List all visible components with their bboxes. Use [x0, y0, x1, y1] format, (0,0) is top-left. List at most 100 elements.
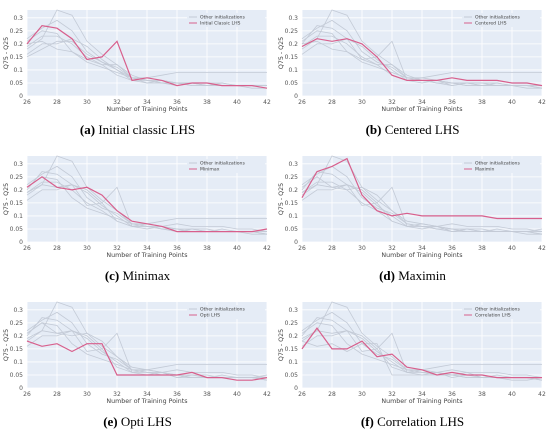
- panel-title: Maximin: [398, 268, 446, 283]
- y-tick-label: 0: [19, 385, 23, 392]
- y-tick-label: 0.05: [285, 226, 299, 233]
- y-tick-label: 0.2: [13, 41, 23, 48]
- x-tick-label: 38: [203, 245, 211, 252]
- panel-caption: (b) Centered LHS: [275, 122, 550, 138]
- y-axis-label: Q75 - Q25: [278, 37, 285, 69]
- y-tick-label: 0.25: [285, 28, 299, 35]
- series-line-other: [26, 184, 267, 232]
- series-line-other: [301, 25, 543, 89]
- series-line-highlight: [26, 340, 268, 381]
- x-tick-label: 28: [328, 245, 336, 252]
- series-line-other: [26, 322, 268, 378]
- chart-panel-b: 26 28 30 32 34 36 38 40 42 0 0.05 0.1 0.15 0.2 0.25 0.3…: [275, 0, 550, 145]
- panel-title: Minimax: [122, 268, 171, 283]
- line-chart-centered-lhs: 26 28 30 32 34 36 38 40 42 0 0.05 0.1 0.15 0.2 0.25 0.3…: [278, 9, 546, 113]
- y-tick-label: 0.25: [10, 320, 24, 327]
- x-tick-label: 32: [113, 99, 121, 106]
- x-axis-label: Number of Training Points: [381, 106, 462, 113]
- y-tick-label: 0.15: [10, 346, 24, 353]
- y-tick-label: 0.25: [285, 320, 299, 327]
- legend: [462, 305, 540, 319]
- y-tick-label: 0.2: [13, 333, 23, 340]
- x-tick-label: 40: [508, 391, 516, 398]
- x-tick-label: 42: [538, 391, 546, 398]
- chart-panel-c: 26 28 30 32 34 36 38 40 42 0 0.05 0.1 0.15 0.2 0.25 0.3…: [0, 146, 275, 291]
- x-axis-label: Number of Training Points: [106, 398, 187, 405]
- x-tick-label: 42: [538, 99, 546, 106]
- panel-label: (b): [365, 122, 382, 137]
- y-tick-label: 0.05: [10, 372, 24, 379]
- x-tick-label: 34: [143, 391, 151, 398]
- y-tick-label: 0.15: [285, 54, 299, 61]
- series-line-other: [26, 184, 268, 232]
- x-tick-label: 38: [478, 99, 486, 106]
- y-tick-label: 0.05: [285, 372, 299, 379]
- x-tick-label: 28: [328, 99, 336, 106]
- x-tick-label: 40: [233, 99, 241, 106]
- x-tick-label: 34: [143, 99, 151, 106]
- legend-entry-other: Other initializations: [475, 15, 520, 21]
- legend-entry-other: Other initializations: [200, 307, 245, 313]
- y-tick-label: 0: [294, 239, 298, 246]
- x-tick-label: 30: [358, 245, 366, 252]
- legend-entry-highlight: Opti LHS: [200, 313, 220, 319]
- x-axis-label: Number of Training Points: [106, 106, 187, 113]
- x-axis-label: Number of Training Points: [381, 398, 462, 405]
- x-tick-label: 38: [203, 391, 211, 398]
- x-tick-label: 40: [508, 245, 516, 252]
- legend-entry-highlight: Maximin: [475, 167, 495, 173]
- x-tick-label: 36: [173, 99, 181, 106]
- series-line-highlight: [301, 157, 542, 220]
- chart-panel-e: 26 28 30 32 34 36 38 40 42 0 0.05 0.1 0.15 0.2 0.25 0.3…: [0, 292, 275, 437]
- y-tick-label: 0.3: [288, 161, 298, 168]
- x-tick-label: 42: [263, 391, 271, 398]
- x-tick-label: 30: [358, 391, 366, 398]
- series-line-other: [301, 184, 542, 232]
- panel-label: (a): [79, 122, 96, 137]
- y-tick-label: 0.05: [10, 226, 24, 233]
- x-tick-label: 26: [298, 245, 306, 252]
- y-axis-label: Q75 - Q25: [278, 329, 285, 361]
- series-line-other: [301, 330, 543, 378]
- y-tick-label: 0.05: [10, 80, 24, 87]
- series-line-highlight: [26, 176, 268, 233]
- y-tick-label: 0.2: [13, 187, 23, 194]
- series-line-other: [301, 176, 543, 232]
- y-tick-label: 0.2: [288, 41, 298, 48]
- x-tick-label: 34: [418, 391, 426, 398]
- line-chart-maximin: 26 28 30 32 34 36 38 40 42 0 0.05 0.1 0.15 0.2 0.25 0.3…: [278, 155, 546, 259]
- panel-caption: (a) Initial classic LHS: [0, 122, 275, 138]
- y-tick-label: 0.1: [13, 213, 23, 220]
- panel-label: (e): [103, 414, 118, 429]
- x-tick-label: 28: [328, 391, 336, 398]
- x-tick-label: 28: [53, 391, 61, 398]
- series-line-highlight: [301, 327, 542, 379]
- line-chart-opti-lhs: 26 28 30 32 34 36 38 40 42 0 0.05 0.1 0.15 0.2 0.25 0.3…: [3, 301, 271, 405]
- y-tick-label: 0.1: [288, 359, 298, 366]
- y-tick-label: 0.3: [288, 15, 298, 22]
- x-tick-label: 36: [448, 245, 456, 252]
- panel-label: (f): [360, 414, 374, 429]
- y-axis-label: Q75 - Q25: [3, 183, 10, 215]
- x-tick-label: 42: [538, 245, 546, 252]
- panel-title: Centered LHS: [384, 122, 460, 137]
- legend: [187, 159, 265, 173]
- y-axis-label: Q75 - Q25: [3, 329, 10, 361]
- x-tick-label: 40: [508, 99, 516, 106]
- x-tick-label: 26: [23, 391, 31, 398]
- x-tick-label: 26: [298, 391, 306, 398]
- y-tick-label: 0: [19, 239, 23, 246]
- legend: [187, 13, 265, 27]
- legend-entry-other: Other initializations: [475, 307, 520, 313]
- y-axis-label: Q75 - Q25: [278, 183, 285, 215]
- panel-title: Correlation LHS: [377, 414, 465, 429]
- panel-title: Opti LHS: [120, 414, 172, 429]
- panel-label: (c): [104, 268, 120, 283]
- x-tick-label: 30: [83, 99, 91, 106]
- y-tick-label: 0.1: [13, 67, 23, 74]
- y-tick-label: 0.2: [288, 187, 298, 194]
- x-tick-label: 36: [173, 245, 181, 252]
- x-tick-label: 32: [113, 391, 121, 398]
- x-tick-label: 32: [388, 391, 396, 398]
- x-tick-label: 42: [263, 245, 271, 252]
